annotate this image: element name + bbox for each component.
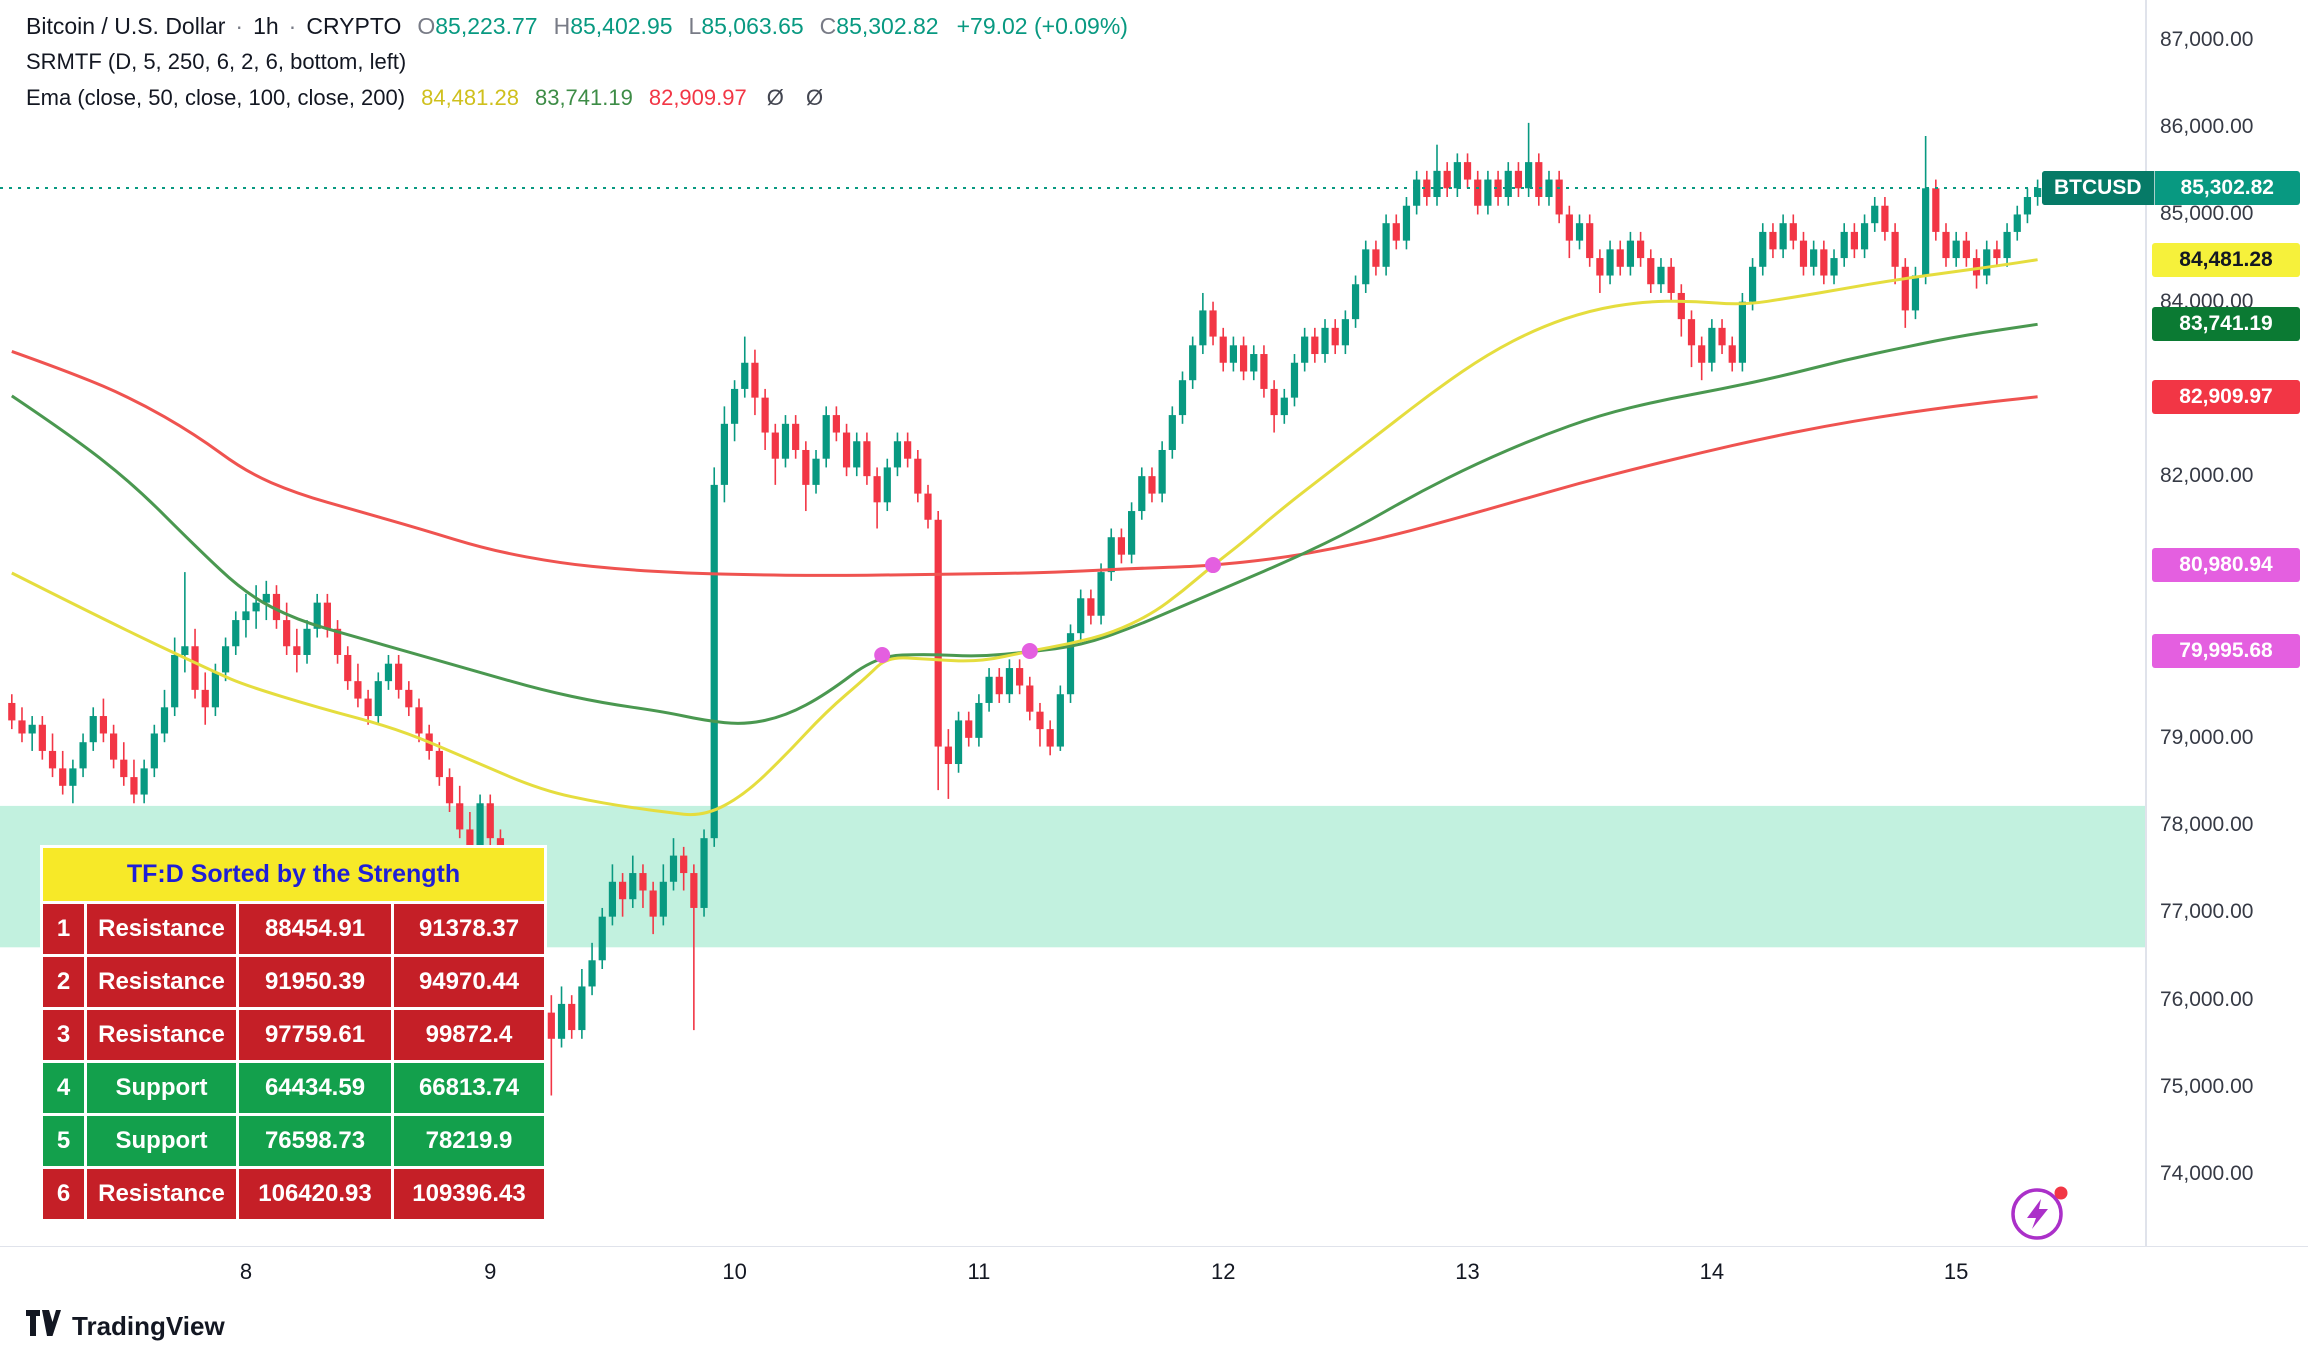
- indicator-price-label: 79,995.68: [2152, 633, 2300, 668]
- time-tick-label: 14: [1699, 1259, 1725, 1284]
- price-tick-label: 77,000.00: [2160, 900, 2254, 924]
- price-tick-label: 74,000.00: [2160, 1162, 2254, 1185]
- candles-layer: [8, 122, 2042, 1096]
- indicator-price-label: 84,481.28: [2152, 242, 2300, 277]
- srmtf-row: 6 Resistance 106420.93 109396.43: [40, 1166, 547, 1222]
- separator-dot: ·: [235, 13, 244, 39]
- price-axis[interactable]: 87,000.0086,000.0085,000.0084,000.0083,0…: [0, 0, 2308, 1247]
- symbol-legend-row[interactable]: Bitcoin / U.S. Dollar · 1h · CRYPTO O85,…: [26, 8, 1128, 44]
- srmtf-cell-num: 5: [40, 1113, 87, 1169]
- srmtf-cell-num: 3: [40, 1007, 87, 1063]
- srmtf-indicator-title[interactable]: SRMTF (D, 5, 250, 6, 2, 6, bottom, left): [26, 49, 407, 74]
- srmtf-cell-type: Support: [84, 1060, 239, 1116]
- ohlc-close: C85,302.82: [819, 13, 939, 39]
- price-tick-label: 76,000.00: [2160, 987, 2254, 1011]
- ema-indicator-title[interactable]: Ema (close, 50, close, 100, close, 200): [26, 85, 406, 110]
- srmtf-row: 2 Resistance 91950.39 94970.44: [40, 954, 547, 1010]
- ema-cross-marker: [1205, 557, 1222, 574]
- ema-cross-marker: [874, 646, 891, 663]
- srmtf-cell-num: 6: [40, 1166, 87, 1222]
- exchange-label: CRYPTO: [306, 13, 402, 39]
- time-tick-label: 8: [239, 1259, 253, 1284]
- srmtf-cell-v1: 91950.39: [236, 954, 394, 1010]
- srmtf-row: 1 Resistance 88454.91 91378.37: [40, 901, 547, 957]
- notification-dot: [2054, 1186, 2068, 1200]
- chart-legend: Bitcoin / U.S. Dollar · 1h · CRYPTO O85,…: [26, 8, 1128, 116]
- symbol-title[interactable]: Bitcoin / U.S. Dollar: [26, 13, 226, 39]
- srmtf-cell-v2: 99872.4: [391, 1007, 547, 1063]
- srmtf-row: 5 Support 76598.73 78219.9: [40, 1113, 547, 1169]
- ema100-line: [10, 322, 2038, 725]
- footer: TradingView: [26, 1310, 225, 1343]
- separator-dot: ·: [288, 13, 297, 39]
- lightning-icon: [2011, 1186, 2068, 1240]
- srmtf-cell-type: Support: [84, 1113, 239, 1169]
- srmtf-cell-v1: 88454.91: [236, 901, 394, 957]
- srmtf-cell-v1: 106420.93: [236, 1166, 394, 1222]
- time-tick-label: 12: [1210, 1259, 1236, 1284]
- srmtf-cell-v2: 109396.43: [391, 1166, 547, 1222]
- srmtf-cell-type: Resistance: [84, 1166, 239, 1222]
- price-tick-label: 86,000.00: [2160, 115, 2254, 139]
- srmtf-cell-type: Resistance: [84, 1007, 239, 1063]
- time-axis[interactable]: 8 9 10 11 12 13 14 15: [0, 1247, 2308, 1307]
- indicator-price-label: 80,980.94: [2152, 548, 2300, 583]
- srmtf-legend-row[interactable]: SRMTF (D, 5, 250, 6, 2, 6, bottom, left): [26, 44, 1128, 80]
- srmtf-cell-v2: 91378.37: [391, 901, 547, 957]
- ema-cross-marker: [1021, 642, 1038, 659]
- indicator-price-label: 82,909.97: [2152, 379, 2300, 414]
- srmtf-row: 3 Resistance 97759.61 99872.4: [40, 1007, 547, 1063]
- time-tick-label: 9: [484, 1259, 497, 1284]
- ohlc-open: O85,223.77: [417, 13, 538, 39]
- price-tick-label: 87,000.00: [2160, 28, 2254, 51]
- srmtf-cell-v1: 76598.73: [236, 1113, 394, 1169]
- price-tick-label: 85,000.00: [2160, 202, 2254, 226]
- srmtf-cell-v1: 97759.61: [236, 1007, 394, 1063]
- symbol-badge: BTCUSD: [2042, 171, 2155, 206]
- price-tick-label: 75,000.00: [2160, 1074, 2254, 1098]
- srmtf-row: 4 Support 64434.59 66813.74: [40, 1060, 547, 1116]
- ema50-line: [11, 258, 2038, 817]
- ema-empty-values: Ø Ø: [766, 85, 832, 110]
- ema-legend-row[interactable]: Ema (close, 50, close, 100, close, 200) …: [26, 80, 1128, 116]
- time-tick-label: 15: [1943, 1259, 1969, 1284]
- change-value: +79.02 (+0.09%): [956, 13, 1128, 39]
- ohlc-low: L85,063.65: [688, 13, 804, 39]
- symbol-price-label: BTCUSD 85,302.82: [2042, 171, 2300, 206]
- srmtf-cell-num: 2: [40, 954, 87, 1010]
- time-tick-label: 13: [1455, 1259, 1480, 1284]
- ema200-line: [11, 349, 2038, 577]
- srmtf-cell-type: Resistance: [84, 901, 239, 957]
- srmtf-cell-v2: 94970.44: [391, 954, 547, 1010]
- interval-label[interactable]: 1h: [253, 13, 279, 39]
- price-tick-label: 82,000.00: [2160, 464, 2254, 488]
- time-tick-label: 10: [722, 1259, 747, 1284]
- price-tick-label: 79,000.00: [2160, 725, 2254, 749]
- ema100-value: 83,741.19: [534, 85, 633, 110]
- ohlc-high: H85,402.95: [553, 13, 673, 39]
- srmtf-table: TF:D Sorted by the Strength 1 Resistance 8…: [40, 845, 547, 1222]
- ema50-value: 84,481.28: [421, 85, 519, 110]
- indicator-price-label: 83,741.19: [2152, 307, 2300, 342]
- srmtf-cell-num: 4: [40, 1060, 87, 1116]
- srmtf-cell-v2: 78219.9: [391, 1113, 547, 1169]
- srmtf-cell-v2: 66813.74: [391, 1060, 547, 1116]
- srmtf-table-header: TF:D Sorted by the Strength: [40, 845, 547, 904]
- tradingview-logo-icon[interactable]: [26, 1310, 62, 1343]
- srmtf-cell-num: 1: [40, 901, 87, 957]
- price-tick-label: 84,000.00: [2160, 289, 2254, 313]
- srmtf-cell-v1: 64434.59: [236, 1060, 394, 1116]
- boost-button[interactable]: [2006, 1178, 2076, 1253]
- time-tick-label: 11: [967, 1259, 991, 1284]
- srmtf-cell-type: Resistance: [84, 954, 239, 1010]
- ema200-value: 82,909.97: [648, 85, 747, 110]
- price-tick-label: 78,000.00: [2160, 813, 2254, 837]
- tradingview-brand[interactable]: TradingView: [72, 1311, 225, 1341]
